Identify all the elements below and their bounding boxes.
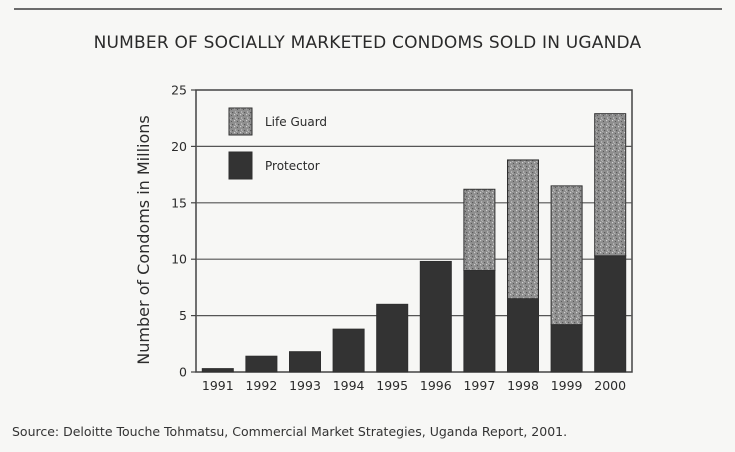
x-tick-label: 1992 [245,378,277,393]
y-tick-label: 10 [171,252,187,267]
y-tick-label: 5 [179,308,187,323]
bar-protector-1992 [245,355,278,373]
bar-protector-2000 [594,255,627,373]
legend-label-life-guard: Life Guard [265,115,327,129]
bar-protector-1995 [376,303,409,373]
x-tick-label: 1994 [333,378,365,393]
plot-frame [195,89,633,373]
y-tick-label: 20 [171,139,187,154]
legend-swatch-protector [228,151,253,180]
x-tick-label: 1998 [507,378,539,393]
x-tick-label: 1996 [420,378,452,393]
bar-life-guard-1997 [463,188,496,271]
top-rule [14,8,722,10]
bar-protector-1999 [550,324,583,373]
bar-protector-1997 [463,269,496,373]
y-tick-label: 15 [171,195,187,210]
x-tick-label: 1993 [289,378,321,393]
bar-protector-1994 [332,328,365,373]
x-tick-label: 1995 [376,378,408,393]
bar-life-guard-2000 [594,113,627,257]
bar-life-guard-1998 [507,159,539,300]
y-tick-label: 25 [171,83,187,98]
x-tick-label: 1991 [202,378,234,393]
legend-swatch-life-guard [228,107,253,136]
bar-protector-1996 [419,260,452,373]
bar-protector-1991 [201,368,234,373]
x-tick-label: 1999 [551,378,583,393]
y-tick-label: 0 [179,365,187,380]
y-axis-label: Number of Condoms in Millions [134,115,153,364]
legend-label-protector: Protector [265,159,320,173]
x-tick-label: 1997 [463,378,495,393]
x-tick-label: 2000 [594,378,626,393]
bar-protector-1993 [289,351,321,373]
bar-life-guard-1999 [550,185,583,326]
source-note: Source: Deloitte Touche Tohmatsu, Commer… [12,424,568,439]
chart-title: NUMBER OF SOCIALLY MARKETED CONDOMS SOLD… [93,33,642,53]
bar-protector-1998 [507,298,539,373]
